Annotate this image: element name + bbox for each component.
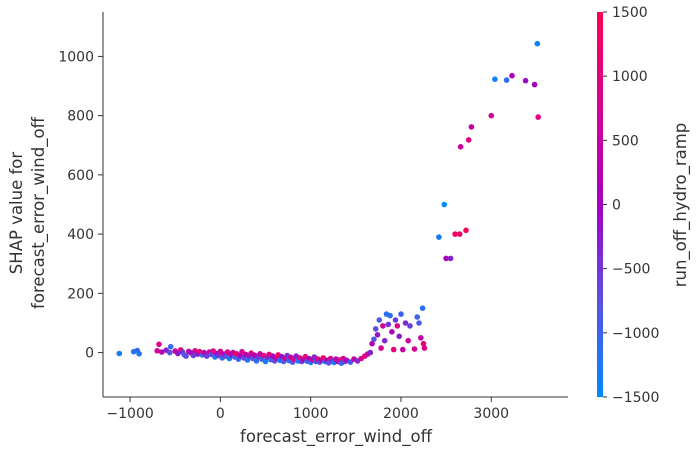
scatter-point	[376, 317, 383, 323]
scatter-point	[411, 346, 418, 352]
scatter-point	[158, 349, 165, 355]
colorbar-tick-label: −1000	[612, 326, 659, 342]
scatter-point	[463, 227, 469, 234]
scatter-point	[414, 314, 421, 320]
scatter-point	[387, 312, 393, 319]
y-axis-title-line-2: forecast_error_wind_off	[29, 116, 49, 309]
scatter-point	[392, 317, 399, 323]
scatter-point	[488, 112, 495, 119]
scatter-point	[522, 77, 529, 84]
scatter-point	[421, 345, 428, 351]
colorbar-tick-label: 1000	[612, 69, 648, 85]
scatter-point	[468, 124, 475, 130]
scatter-point	[492, 76, 498, 82]
scatter-point	[534, 40, 541, 47]
scatter-point	[183, 353, 189, 359]
scatter-point	[374, 332, 381, 338]
scatter-point	[405, 337, 412, 344]
scatter-point	[509, 72, 515, 79]
scatter-point	[407, 323, 413, 329]
y-tick-label: 1000	[58, 49, 94, 65]
scatter-point	[441, 201, 448, 208]
colorbar-tick-label: −1500	[612, 390, 659, 406]
x-axis-title: forecast_error_wind_off	[240, 427, 433, 447]
scatter-point	[447, 255, 454, 262]
scatter-point	[371, 336, 377, 343]
colorbar-ticks: 1500 1000 500 0 −500 −1000 −1500	[603, 5, 659, 406]
scatter-point	[503, 77, 510, 83]
scatter-point	[154, 348, 160, 354]
scatter-point	[385, 321, 392, 328]
scatter-point	[416, 320, 422, 326]
colorbar-title: run_off_hydro_ramp	[671, 123, 691, 288]
x-tick-label: 0	[216, 406, 225, 422]
scatter-point	[380, 323, 386, 329]
scatter-point	[456, 231, 463, 237]
scatter-point	[167, 349, 173, 356]
scatter-point	[116, 350, 123, 357]
scatter-point	[419, 305, 426, 312]
scatter-point	[167, 343, 174, 350]
scatter-point	[394, 323, 401, 329]
scatter-point	[378, 345, 384, 351]
x-tick-label: −1000	[106, 406, 153, 422]
colorbar-tick-label: 0	[612, 198, 621, 214]
x-tick-label: 1000	[293, 406, 329, 422]
scatter-point	[204, 353, 210, 359]
scatter-point	[372, 326, 379, 332]
scatter-points	[116, 40, 541, 367]
scatter-point	[420, 340, 427, 347]
colorbar	[597, 12, 603, 397]
y-tick-label: 400	[67, 227, 94, 243]
scatter-point	[262, 358, 269, 365]
y-axis-title-line-1: SHAP value for	[7, 152, 26, 275]
scatter-point	[400, 346, 406, 353]
x-tick-label: 2000	[383, 406, 419, 422]
scatter-point	[398, 311, 404, 317]
x-axis-ticks: −1000 0 1000 2000 3000	[106, 397, 509, 422]
scatter-point	[443, 255, 449, 262]
scatter-point	[190, 352, 197, 359]
scatter-point	[402, 320, 409, 326]
scatter-point	[390, 346, 397, 353]
scatter-point	[418, 335, 424, 341]
scatter-point	[535, 114, 541, 120]
scatter-point	[436, 234, 442, 240]
colorbar-tick-label: −500	[612, 262, 650, 278]
x-tick-label: 3000	[473, 406, 509, 422]
y-axis-ticks: 0 200 400 600 800 1000	[58, 49, 103, 362]
scatter-point	[457, 144, 464, 150]
y-tick-label: 600	[67, 168, 94, 184]
colorbar-tick-label: 500	[612, 133, 639, 149]
scatter-point	[531, 81, 538, 88]
colorbar-tick-label: 1500	[612, 5, 648, 21]
scatter-point	[465, 137, 472, 143]
scatter-point	[381, 337, 388, 344]
scatter-point	[136, 351, 142, 357]
y-tick-label: 200	[67, 286, 94, 302]
y-tick-label: 800	[67, 109, 94, 125]
y-tick-label: 0	[85, 346, 94, 362]
scatter-point	[452, 231, 458, 237]
scatter-point	[389, 329, 395, 335]
scatter-point	[367, 349, 374, 356]
scatter-point	[253, 358, 260, 364]
scatter-point	[369, 340, 375, 347]
scatter-point	[156, 341, 162, 348]
scatter-point	[396, 333, 403, 340]
